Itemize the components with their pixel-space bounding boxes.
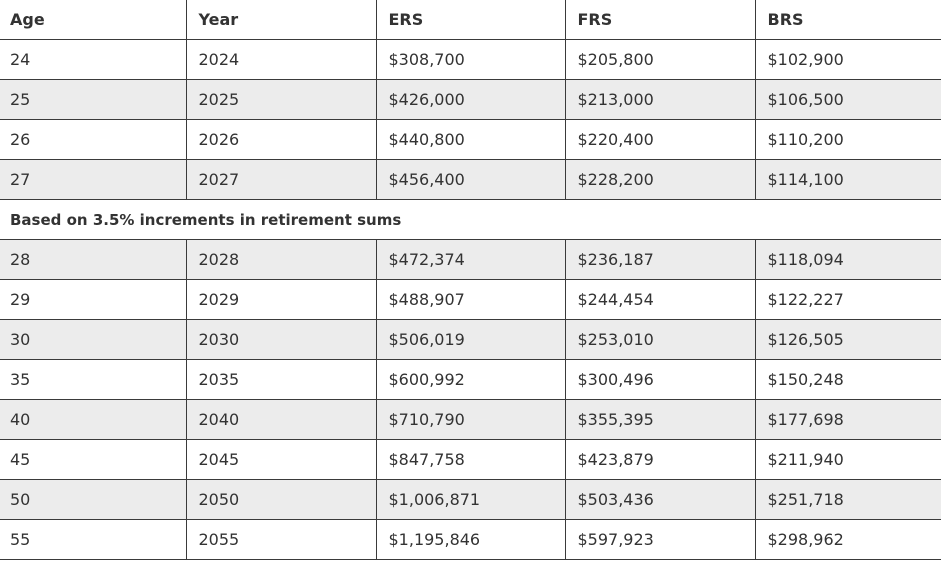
header-ers: ERS: [375, 0, 566, 40]
cell-ers: $600,992: [375, 359, 566, 400]
header-age: Age: [0, 0, 187, 40]
cell-year: 2050: [185, 479, 377, 520]
cell-frs: $253,010: [564, 319, 756, 360]
cell-brs: $118,094: [754, 239, 941, 280]
table-row: 35 2035 $600,992 $300,496 $150,248: [0, 359, 941, 400]
cell-age: 50: [0, 479, 187, 520]
projection-note: Based on 3.5% increments in retirement s…: [0, 199, 941, 240]
table-row: 40 2040 $710,790 $355,395 $177,698: [0, 399, 941, 440]
cell-ers: $488,907: [375, 279, 566, 320]
cell-age: 40: [0, 399, 187, 440]
cell-year: 2055: [185, 519, 377, 560]
cell-age: 29: [0, 279, 187, 320]
cell-brs: $150,248: [754, 359, 941, 400]
cell-year: 2035: [185, 359, 377, 400]
table-row: 24 2024 $308,700 $205,800 $102,900: [0, 39, 941, 80]
cell-year: 2029: [185, 279, 377, 320]
cell-frs: $244,454: [564, 279, 756, 320]
cell-brs: $122,227: [754, 279, 941, 320]
cell-age: 25: [0, 79, 187, 120]
cell-brs: $211,940: [754, 439, 941, 480]
cell-ers: $506,019: [375, 319, 566, 360]
header-year: Year: [185, 0, 377, 40]
cell-year: 2045: [185, 439, 377, 480]
header-brs: BRS: [754, 0, 941, 40]
cell-age: 28: [0, 239, 187, 280]
cell-age: 35: [0, 359, 187, 400]
cell-frs: $423,879: [564, 439, 756, 480]
note-row: Based on 3.5% increments in retirement s…: [0, 199, 941, 240]
table-row: 55 2055 $1,195,846 $597,923 $298,962: [0, 519, 941, 560]
cell-frs: $236,187: [564, 239, 756, 280]
cell-brs: $251,718: [754, 479, 941, 520]
cell-age: 30: [0, 319, 187, 360]
header-row: Age Year ERS FRS BRS: [0, 0, 941, 40]
cell-frs: $220,400: [564, 119, 756, 160]
cell-frs: $228,200: [564, 159, 756, 200]
cell-ers: $472,374: [375, 239, 566, 280]
cell-ers: $456,400: [375, 159, 566, 200]
cell-year: 2026: [185, 119, 377, 160]
cell-brs: $110,200: [754, 119, 941, 160]
cell-age: 24: [0, 39, 187, 80]
cell-frs: $503,436: [564, 479, 756, 520]
table-row: 30 2030 $506,019 $253,010 $126,505: [0, 319, 941, 360]
cell-frs: $300,496: [564, 359, 756, 400]
cell-frs: $205,800: [564, 39, 756, 80]
cell-ers: $440,800: [375, 119, 566, 160]
cell-ers: $1,195,846: [375, 519, 566, 560]
header-frs: FRS: [564, 0, 756, 40]
table-row: 29 2029 $488,907 $244,454 $122,227: [0, 279, 941, 320]
table-row: 45 2045 $847,758 $423,879 $211,940: [0, 439, 941, 480]
table-row: 26 2026 $440,800 $220,400 $110,200: [0, 119, 941, 160]
cell-ers: $847,758: [375, 439, 566, 480]
cell-ers: $308,700: [375, 39, 566, 80]
table-row: 27 2027 $456,400 $228,200 $114,100: [0, 159, 941, 200]
cell-brs: $298,962: [754, 519, 941, 560]
cell-brs: $177,698: [754, 399, 941, 440]
cell-year: 2040: [185, 399, 377, 440]
table-row: 25 2025 $426,000 $213,000 $106,500: [0, 79, 941, 120]
cell-frs: $213,000: [564, 79, 756, 120]
cell-brs: $126,505: [754, 319, 941, 360]
cell-age: 45: [0, 439, 187, 480]
cell-year: 2024: [185, 39, 377, 80]
cell-year: 2025: [185, 79, 377, 120]
table-header: Age Year ERS FRS BRS: [0, 0, 941, 40]
cell-year: 2030: [185, 319, 377, 360]
cell-ers: $1,006,871: [375, 479, 566, 520]
cell-age: 27: [0, 159, 187, 200]
cell-brs: $114,100: [754, 159, 941, 200]
table-body: 24 2024 $308,700 $205,800 $102,900 25 2025 $426…: [0, 39, 941, 560]
cell-frs: $597,923: [564, 519, 756, 560]
cell-ers: $710,790: [375, 399, 566, 440]
cell-year: 2027: [185, 159, 377, 200]
cell-year: 2028: [185, 239, 377, 280]
cell-age: 55: [0, 519, 187, 560]
table-row: 50 2050 $1,006,871 $503,436 $251,718: [0, 479, 941, 520]
cell-brs: $102,900: [754, 39, 941, 80]
cell-brs: $106,500: [754, 79, 941, 120]
table-row: 28 2028 $472,374 $236,187 $118,094: [0, 239, 941, 280]
cell-age: 26: [0, 119, 187, 160]
cell-frs: $355,395: [564, 399, 756, 440]
cell-ers: $426,000: [375, 79, 566, 120]
